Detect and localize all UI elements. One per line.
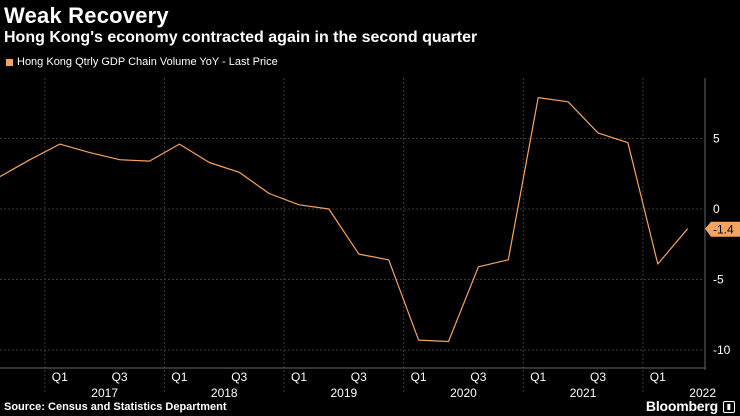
last-value-marker <box>705 221 740 237</box>
legend: Hong Kong Qtrly GDP Chain Volume YoY - L… <box>6 56 278 68</box>
year-label: 2022 <box>689 386 716 400</box>
y-tick-label: 0 <box>713 202 720 216</box>
legend-swatch <box>6 58 13 66</box>
x-tick-label: Q1 <box>52 370 68 384</box>
brand-wordmark: Bloomberg <box>645 398 718 414</box>
x-tick-label: Q1 <box>291 370 307 384</box>
y-tick-label: -5 <box>713 273 724 287</box>
x-tick-label: Q3 <box>112 370 128 384</box>
chart-subtitle: Hong Kong's economy contracted again in … <box>4 29 478 46</box>
last-value-label: -1.4 <box>713 223 734 237</box>
y-tick-label: -10 <box>713 343 731 357</box>
year-label: 2021 <box>570 386 597 400</box>
year-label: 2019 <box>330 386 357 400</box>
x-tick-label: Q1 <box>530 370 546 384</box>
x-tick-label: Q3 <box>231 370 247 384</box>
y-tick-label: 5 <box>713 132 720 146</box>
x-tick-label: Q3 <box>470 370 486 384</box>
x-tick-label: Q1 <box>650 370 666 384</box>
year-label: 2018 <box>211 386 238 400</box>
year-label: 2017 <box>91 386 118 400</box>
source-note: Source: Census and Statistics Department <box>4 401 227 413</box>
x-tick-label: Q3 <box>351 370 367 384</box>
bloomberg-logo-icon: ▮ <box>723 401 735 413</box>
chart-title: Weak Recovery <box>4 3 169 28</box>
x-tick-label: Q1 <box>171 370 187 384</box>
year-label: 2020 <box>450 386 477 400</box>
legend-label: Hong Kong Qtrly GDP Chain Volume YoY - L… <box>17 56 278 68</box>
x-tick-label: Q1 <box>411 370 427 384</box>
x-tick-label: Q3 <box>590 370 606 384</box>
series-line <box>0 96 689 343</box>
